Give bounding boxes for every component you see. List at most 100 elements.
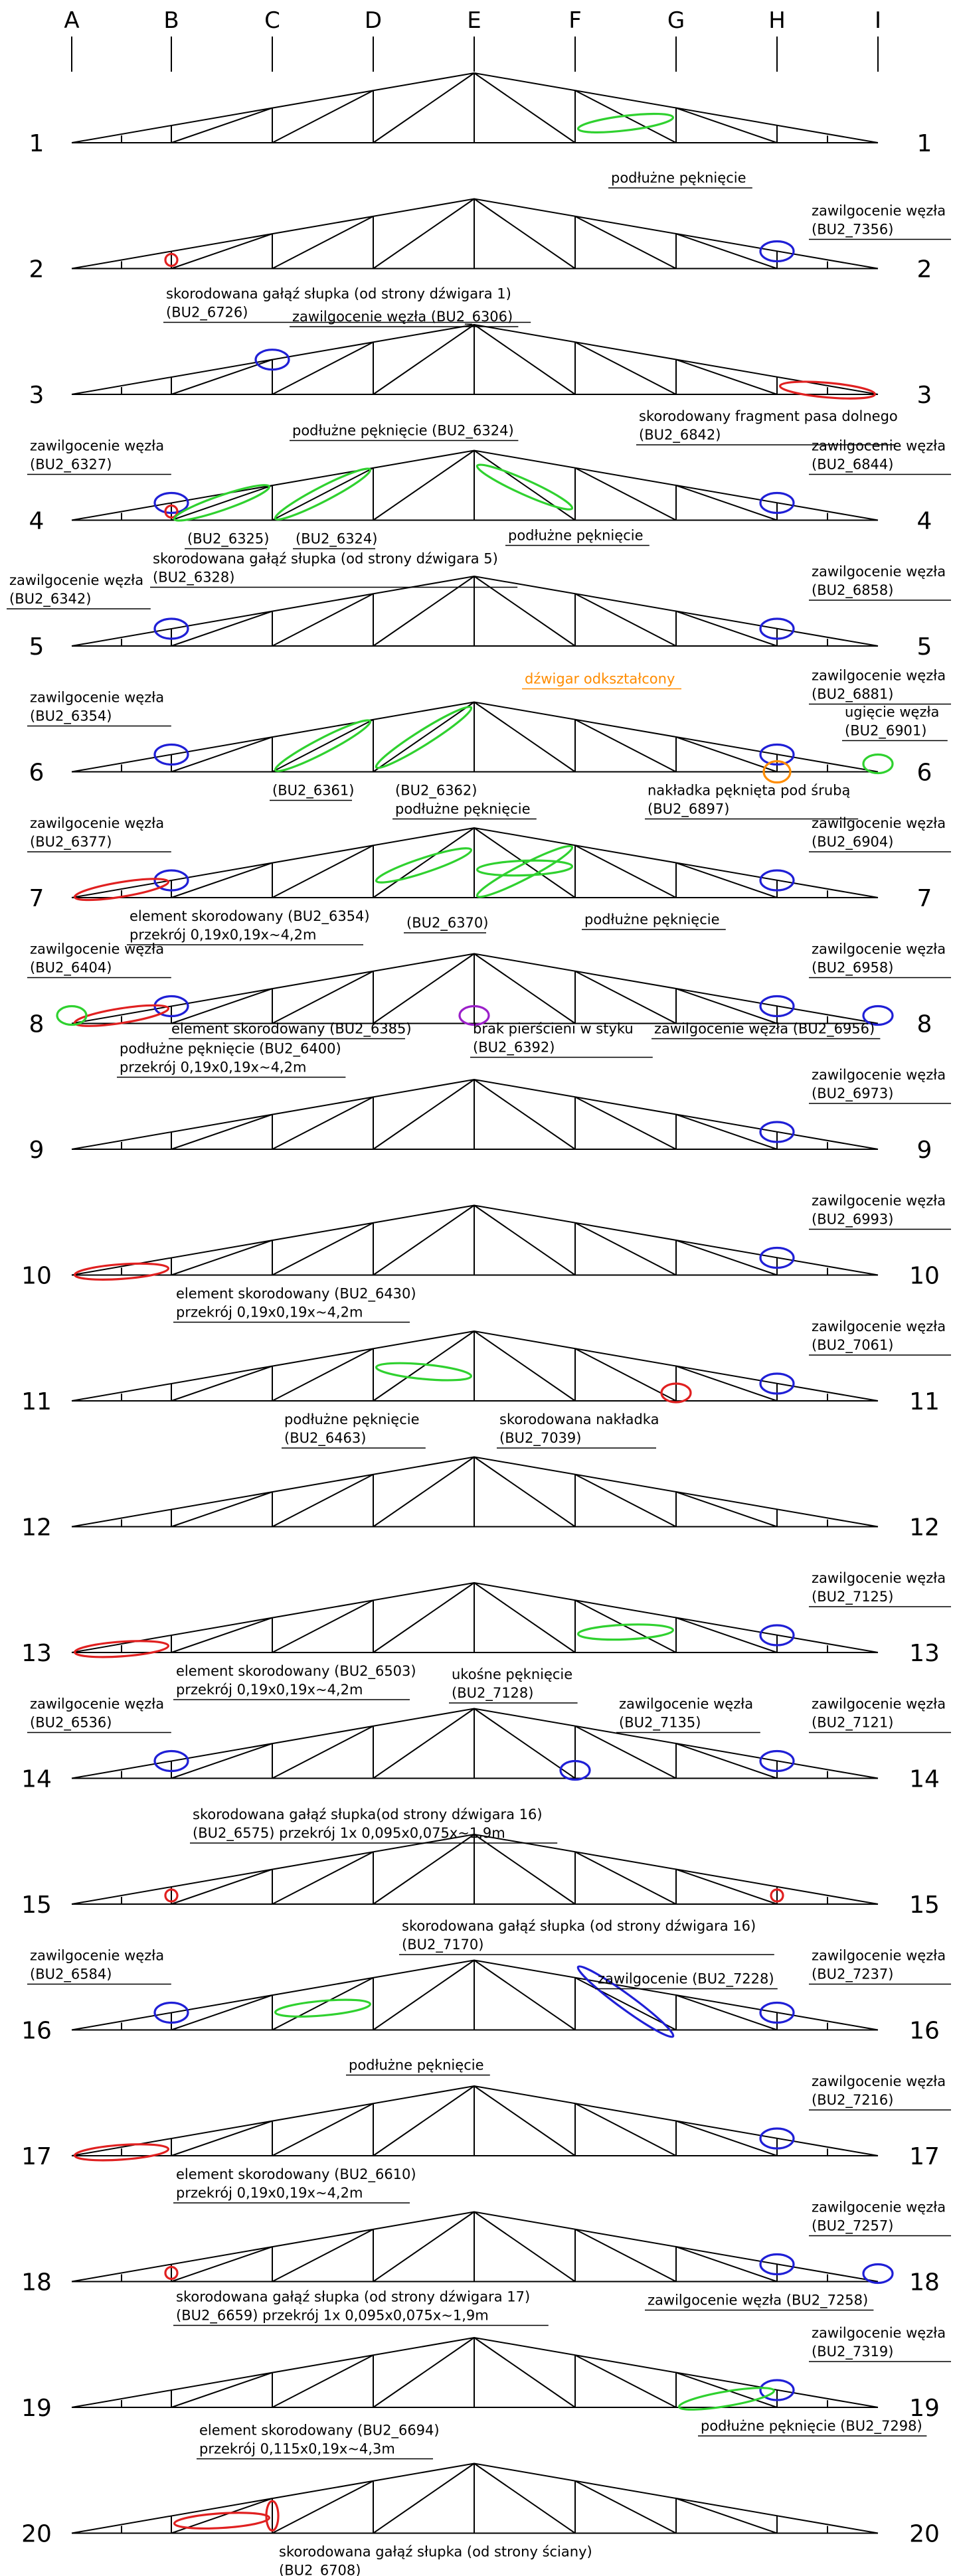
annotation: element skorodowany (BU2_6430) przekrój 0…	[173, 1286, 416, 1323]
diagonal	[272, 467, 374, 521]
corrosion-marker	[73, 2143, 170, 2162]
truss-row-4: 4 4 zawilgocenie węzła (BU2_6327) podłużne p…	[27, 423, 951, 588]
annotation: zawilgocenie węzła (BU2_7061)	[809, 1319, 951, 1356]
annotation-line: zawilgocenie węzła	[812, 1319, 946, 1334]
annotation-line: podłużne pęknięcie	[284, 1411, 420, 1427]
diagonal	[675, 1365, 778, 1402]
diagonal	[574, 215, 677, 270]
diagonal	[373, 1959, 475, 2031]
diagonal	[272, 1473, 374, 1528]
truss-row-8: 8 8 zawilgocenie węzła (BU2_6404)element sk…	[27, 941, 951, 1078]
truss-frame	[71, 449, 879, 521]
annotation-line: zawilgocenie węzła	[812, 203, 946, 219]
row-number-left: 12	[21, 1514, 52, 1542]
corrosion-marker	[778, 380, 877, 400]
diagonal	[171, 2120, 273, 2156]
diagonal	[474, 2337, 576, 2408]
corrosion-marker	[164, 252, 179, 268]
row-number-right: 16	[909, 2018, 940, 2045]
annotation-text: zawilgocenie węzła (BU2_6404)	[30, 941, 164, 977]
annotation: element skorodowany (BU2_6354) przekrój 0…	[127, 908, 370, 945]
annotation-line: skorodowana gałąź słupka (od strony dźwi…	[166, 286, 511, 302]
annotation: zawilgocenie węzła (BU2_6844)	[809, 438, 951, 475]
annotation-text: ugięcie węzła (BU2_6901)	[845, 704, 939, 740]
truss-row-13: 13 13 element skorodowany (BU2_6503) przekr…	[21, 1570, 951, 1704]
annotation-text: element skorodowany (BU2_6354) przekrój 0…	[130, 908, 370, 943]
annotation-line: podłużne pęknięcie (BU2_6400)	[120, 1041, 341, 1058]
annotation-line: (BU2_7125)	[812, 1589, 893, 1605]
diagonal	[272, 845, 374, 898]
annotation-line: podłużne pęknięcie (BU2_6324)	[292, 423, 514, 440]
moisture-marker	[759, 995, 795, 1018]
annotation-line: zawilgocenie węzła (BU2_7258)	[648, 2293, 868, 2309]
diagonal	[171, 1365, 273, 1402]
annotation-line: element skorodowany (BU2_6694)	[199, 2423, 440, 2439]
annotation: zawilgocenie węzła (BU2_6993)	[809, 1193, 951, 1230]
annotation-line: zawilgocenie węzła	[812, 668, 946, 684]
diagonal	[675, 1994, 778, 2031]
annotation: zawilgocenie węzła (BU2_7121)	[809, 1696, 951, 1733]
annotation-line: (BU2_6327)	[30, 457, 112, 473]
annotation-text: skorodowana gałąź słupka(od strony dźwig…	[193, 1807, 543, 1842]
annotation-line: element skorodowany (BU2_6385)	[171, 1021, 412, 1038]
annotation-line: podłużne pęknięcie	[508, 528, 644, 544]
truss-row-17: 17 17 element skorodowany (BU2_6610) przekr…	[21, 2073, 951, 2204]
annotation: skorodowana gałąź słupka (od strony ścia…	[279, 2544, 592, 2576]
annotation-line: (BU2_7061)	[812, 1337, 893, 1354]
annotation-text: zawilgocenie węzła (BU2_7257)	[812, 2200, 946, 2235]
annotation-line: przekrój 0,115x0,19x~4,3m	[199, 2441, 395, 2457]
diagonal	[574, 593, 677, 647]
crack-marker	[56, 1005, 88, 1026]
row-number-right: 6	[917, 760, 932, 787]
annotation-line: (BU2_7039)	[499, 1430, 581, 1447]
annotation-line: przekrój 0,19x0,19x~4,2m	[120, 1060, 306, 1076]
truss-row-12: 12 12	[21, 1456, 940, 1542]
annotation-line: (BU2_6897)	[648, 801, 729, 818]
annotation-text: zawilgocenie węzła (BU2_6584)	[30, 1948, 164, 1983]
annotation-line: (BU2_7237)	[812, 1967, 893, 1983]
diagonal	[474, 2462, 576, 2534]
annotation-text: zawilgocenie węzła (BU2_7216)	[812, 2073, 946, 2109]
annotation-line: podłużne pęknięcie	[395, 801, 531, 817]
annotation: dźwigar odkształcony	[522, 671, 681, 690]
diagonal	[474, 1330, 576, 1402]
row-number-left: 14	[21, 1766, 52, 1793]
annotation: (BU2_6362) podłużne pęknięcie	[392, 783, 537, 820]
annotation-text: skorodowana nakładka (BU2_7039)	[499, 1411, 659, 1447]
annotation-line: (BU2_6392)	[473, 1040, 555, 1056]
annotation: zawilgocenie węzła (BU2_7319)	[809, 2325, 951, 2362]
annotation-text: skorodowana gałąź słupka (od strony dźwi…	[166, 286, 511, 321]
annotation: zawilgocenie węzła (BU2_6904)	[809, 815, 951, 852]
annotation-text: zawilgocenie węzła (BU2_6904)	[812, 815, 946, 850]
crack-marker	[274, 719, 372, 773]
annotation-line: skorodowana nakładka	[499, 1411, 659, 1427]
truss-frame	[71, 72, 879, 143]
moisture-marker	[759, 1749, 795, 1773]
annotation: skorodowana gałąź słupka (od strony dźwi…	[173, 2289, 549, 2326]
row-number-right: 19	[909, 2395, 940, 2422]
annotation-line: podłużne pęknięcie	[611, 170, 746, 186]
annotation-line: zawilgocenie węzła	[9, 572, 143, 588]
truss-frame	[71, 2462, 879, 2534]
diagonal	[675, 2372, 778, 2408]
diagonal	[574, 1725, 677, 1779]
row-number-right: 3	[917, 382, 932, 409]
annotation-text: zawilgocenie węzła (BU2_7135)	[619, 1696, 753, 1731]
annotation-line: (BU2_6726)	[166, 305, 248, 321]
diagonal	[574, 2103, 677, 2156]
annotation: zawilgocenie węzła (BU2_6377)	[27, 815, 171, 852]
truss-frame	[71, 1833, 879, 1905]
diagonal	[373, 1582, 475, 1653]
diagonal	[373, 2462, 475, 2534]
row-number-right: 10	[909, 1263, 940, 1290]
annotation-line: (BU2_6708)	[279, 2563, 361, 2576]
moisture-marker	[759, 1624, 795, 1647]
annotation-line: zawilgocenie (BU2_7228)	[598, 1971, 774, 1988]
diagonal	[272, 1348, 374, 1402]
diagonal	[373, 2085, 475, 2156]
diagonal	[474, 198, 576, 270]
annotation-text: (BU2_6324)	[296, 531, 377, 548]
diagonal	[474, 72, 576, 143]
diagonal	[373, 1330, 475, 1402]
